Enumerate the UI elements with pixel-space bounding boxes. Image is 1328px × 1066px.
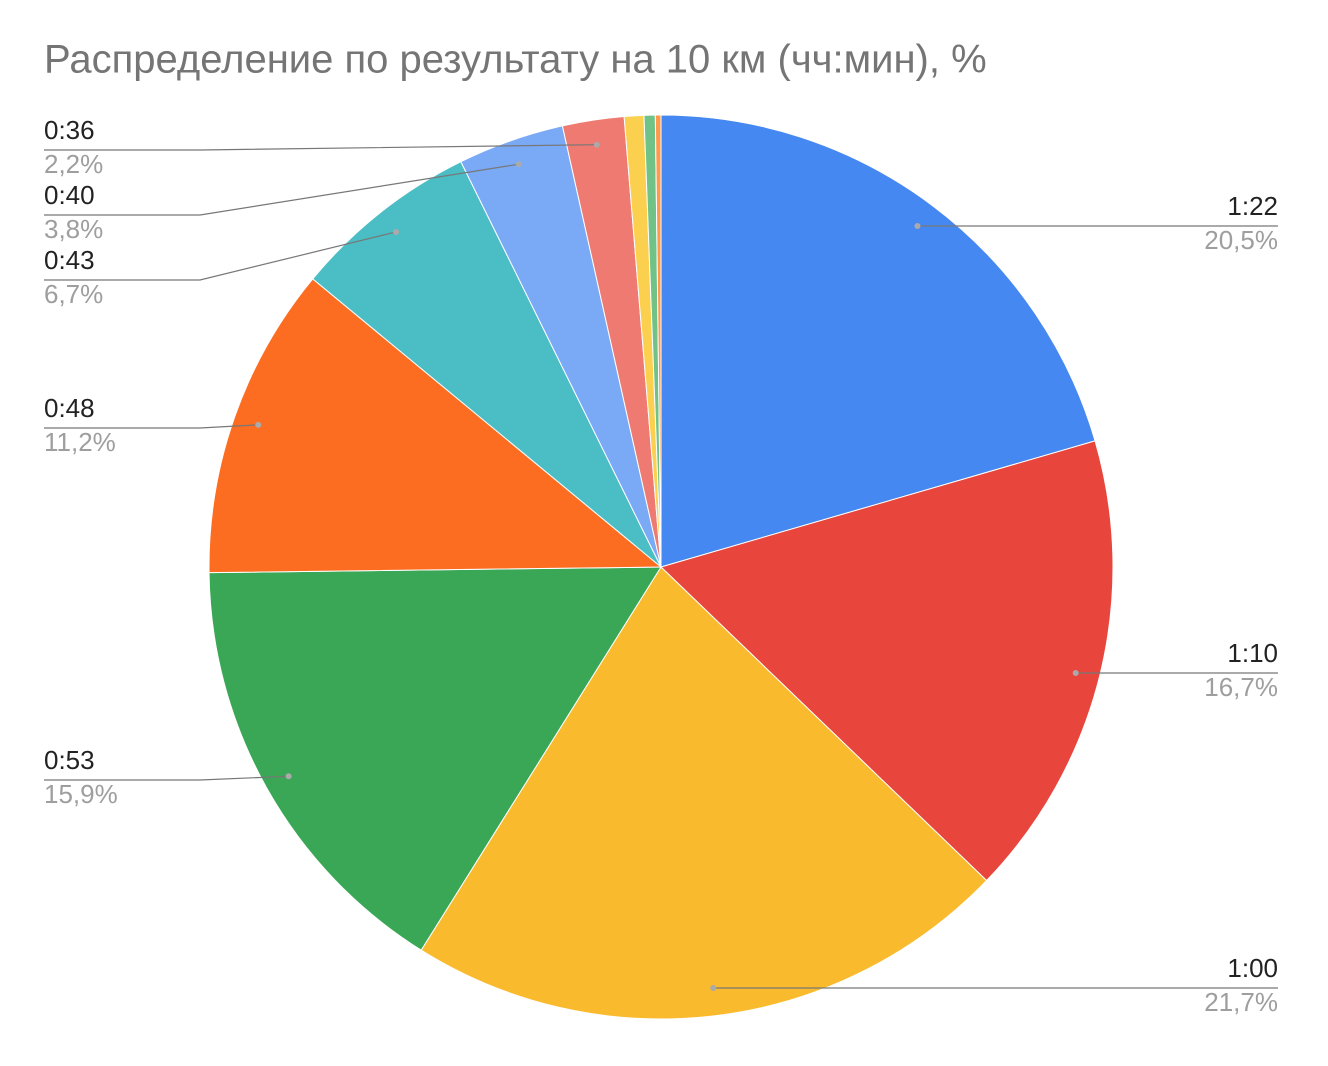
slice-value-label: 20,5% [1204, 225, 1278, 255]
pie-slice [654, 114, 662, 568]
pie-slice [660, 114, 1096, 568]
leader-dot [285, 773, 292, 780]
slice-label: 0:48 [44, 393, 95, 423]
slice-value-label: 3,8% [44, 214, 103, 244]
slice-value-label: 21,7% [1204, 987, 1278, 1017]
leader-line [44, 424, 259, 429]
slice-value-label: 2,2% [44, 149, 103, 179]
slice-label: 0:36 [44, 115, 95, 145]
pie-slice [420, 566, 988, 1020]
leader-dot [393, 228, 400, 235]
leader-line [44, 144, 597, 151]
slice-value-label: 6,7% [44, 279, 103, 309]
leader-dot [593, 141, 600, 148]
pie-slice [312, 161, 662, 568]
leader-dot [710, 985, 717, 991]
pie-slice [208, 566, 662, 951]
leader-line [44, 231, 397, 281]
chart-title: Распределение по результату на 10 км (чч… [44, 38, 987, 82]
slice-label: 0:43 [44, 245, 95, 275]
leader-dot [515, 161, 522, 168]
slice-value-label: 11,2% [44, 427, 116, 457]
pie-slice [208, 278, 663, 574]
slice-value-label: 15,9% [44, 779, 118, 809]
leader-line [44, 775, 289, 781]
slice-label: 1:10 [1227, 638, 1278, 668]
leader-dot [255, 421, 262, 428]
pie-slice [660, 440, 1114, 882]
leader-dot [1072, 670, 1079, 676]
slice-value-label: 16,7% [1204, 672, 1278, 702]
leader-dot [914, 223, 921, 229]
slice-label: 0:40 [44, 180, 95, 210]
leader-line [44, 163, 519, 216]
slice-label: 1:22 [1227, 191, 1278, 221]
slice-label: 1:00 [1227, 953, 1278, 983]
slice-label: 0:53 [44, 745, 95, 775]
